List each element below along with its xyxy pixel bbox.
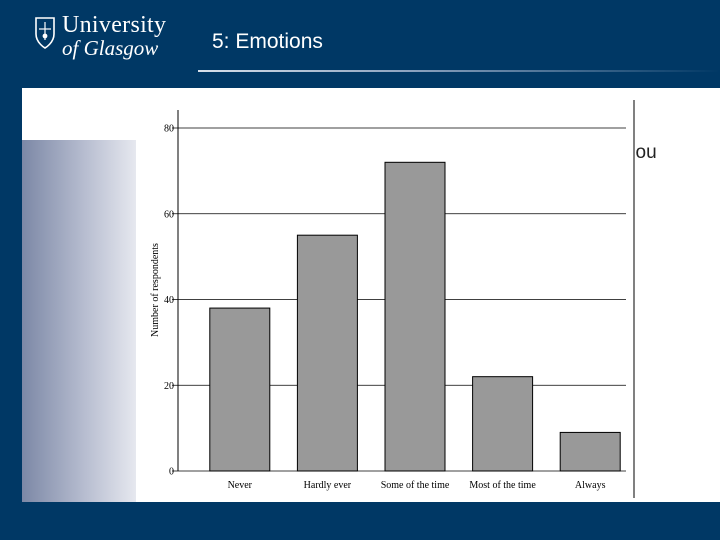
y-tick-label: 40 (164, 295, 174, 306)
x-tick-label: Always (575, 480, 606, 491)
x-tick-label: Some of the time (381, 480, 450, 491)
x-tick-labels: Never Hardly ever Some of the time Most of … (228, 480, 606, 491)
title-divider (198, 70, 720, 72)
side-gradient-panel (22, 140, 136, 502)
university-logo: University of Glasgow (34, 12, 167, 62)
x-tick-label: Most of the time (469, 480, 536, 491)
university-name-line2: of Glasgow (62, 36, 159, 60)
bar-hardly-ever (296, 234, 358, 472)
bar-most-of-the-time (472, 376, 534, 472)
bar-chart: 0 20 40 60 80 Never Hardly ever Some of the ti… (136, 100, 636, 498)
university-name-line1: University (62, 12, 167, 38)
bar-some-of-the-time (384, 161, 446, 472)
x-tick-label: Hardly ever (304, 480, 352, 491)
y-tick-label: 0 (169, 467, 174, 478)
slide-title: 5: Emotions (212, 30, 323, 53)
bar-always (559, 431, 621, 472)
y-tick-label: 20 (164, 381, 174, 392)
y-tick-label: 60 (164, 209, 174, 220)
bars (209, 161, 621, 472)
y-axis-label: Number of respondents (150, 243, 161, 337)
footer-bar (0, 502, 720, 540)
y-tick-label: 80 (164, 124, 174, 135)
y-tick-labels: 0 20 40 60 80 (164, 124, 174, 478)
x-tick-label: Never (228, 480, 253, 491)
crest-icon (35, 17, 55, 49)
header-bar: University of Glasgow 5: Emotions (0, 0, 720, 88)
bar-never (209, 307, 271, 472)
